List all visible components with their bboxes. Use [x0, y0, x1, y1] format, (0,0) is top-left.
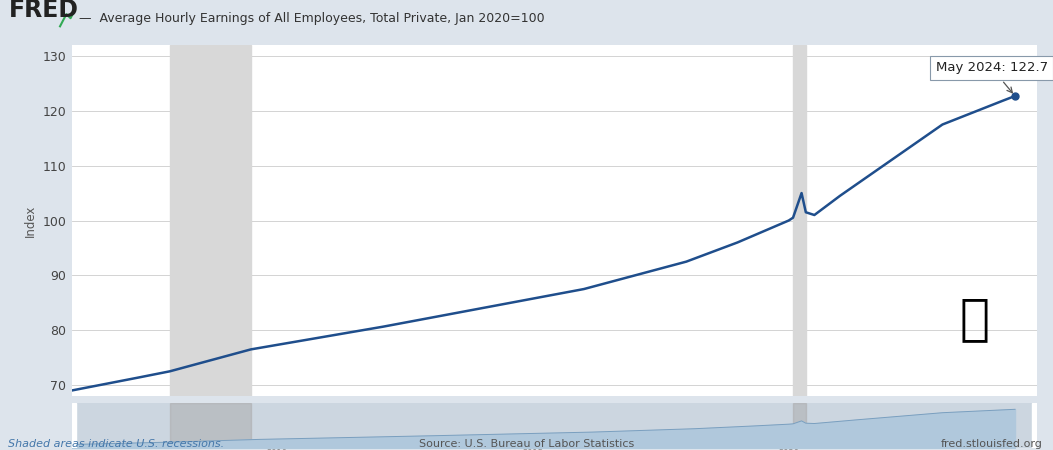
- Text: fred.stlouisfed.org: fred.stlouisfed.org: [940, 439, 1042, 449]
- Text: —  Average Hourly Earnings of All Employees, Total Private, Jan 2020=100: — Average Hourly Earnings of All Employe…: [79, 12, 544, 25]
- Text: 🥪: 🥪: [959, 295, 990, 343]
- Text: FRED: FRED: [8, 0, 78, 22]
- Bar: [72, 403, 76, 448]
- Text: May 2024: 122.7: May 2024: 122.7: [936, 61, 1048, 93]
- Bar: [1032, 403, 1053, 448]
- Bar: [170, 45, 251, 396]
- Text: Source: U.S. Bureau of Labor Statistics: Source: U.S. Bureau of Labor Statistics: [419, 439, 634, 449]
- Y-axis label: Index: Index: [23, 204, 37, 237]
- Bar: [793, 403, 806, 448]
- Bar: [170, 403, 251, 448]
- Bar: [793, 45, 806, 396]
- Text: Shaded areas indicate U.S. recessions.: Shaded areas indicate U.S. recessions.: [8, 439, 224, 449]
